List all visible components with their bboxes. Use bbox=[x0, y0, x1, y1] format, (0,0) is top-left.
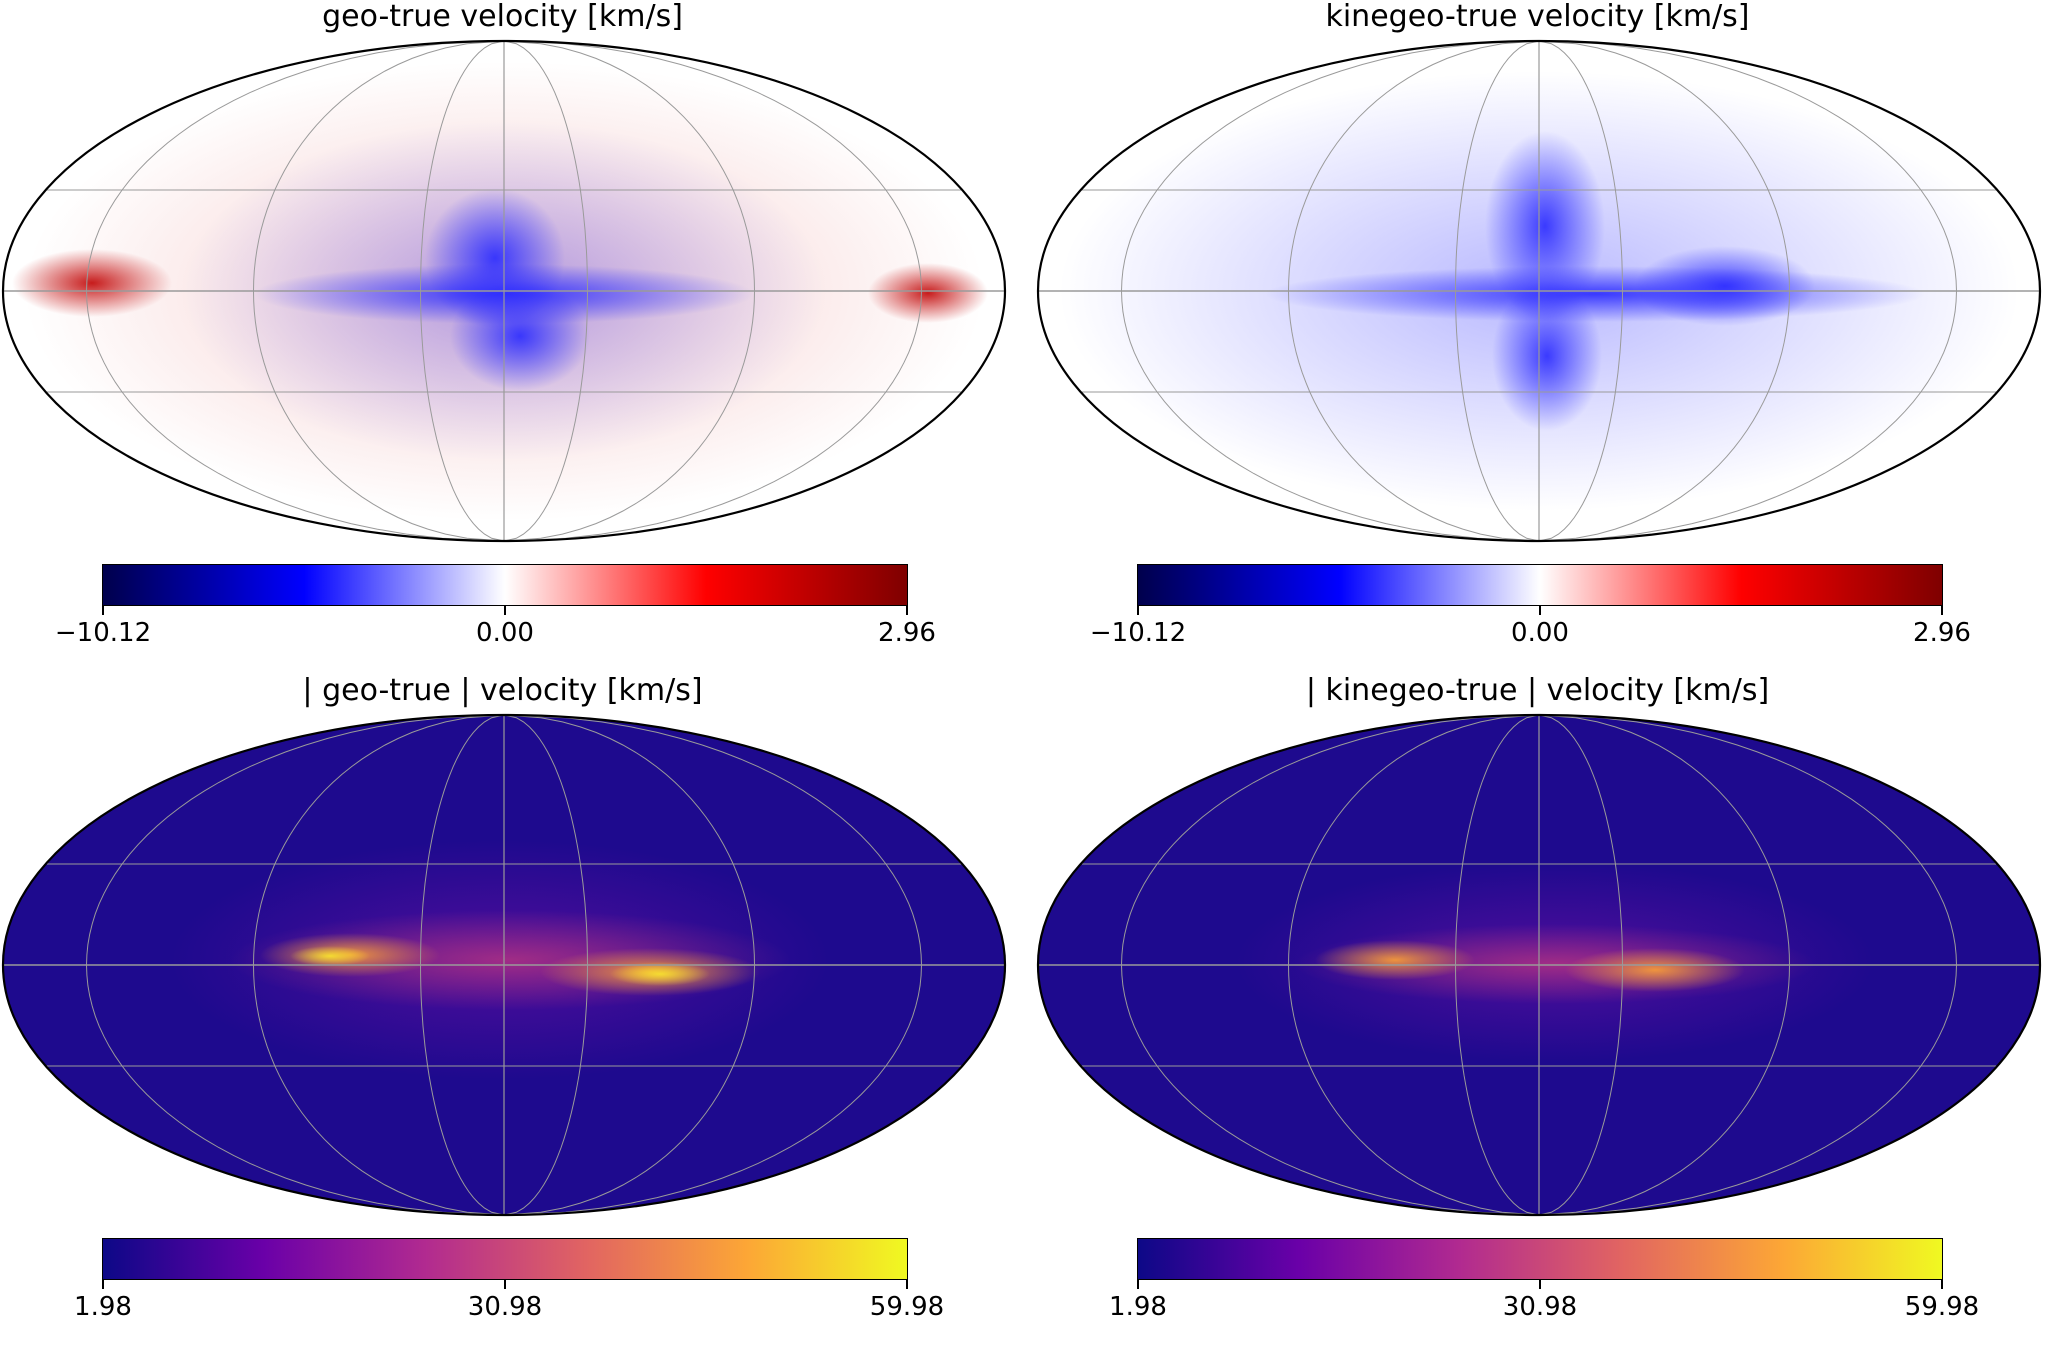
colorbar-abs-kinegeo-true bbox=[1137, 1238, 1943, 1280]
mollweide-map-kinegeo-true bbox=[1036, 39, 2042, 543]
colorbar-tick-label-mid: 0.00 bbox=[1511, 618, 1569, 648]
title-abs-geo-true: | geo-true | velocity [km/s] bbox=[302, 673, 703, 708]
colorbar-tick bbox=[504, 1280, 506, 1289]
graticule bbox=[3, 714, 1005, 1216]
colorbar-tick-label-min: −10.12 bbox=[1089, 618, 1187, 648]
panel-abs-geo-true: | geo-true | velocity [km/s] 1.98 30.98 … bbox=[0, 674, 1035, 1347]
colorbar-tick bbox=[102, 1280, 104, 1289]
colorbar-tick bbox=[906, 1280, 908, 1289]
graticule bbox=[3, 40, 1005, 542]
title-kinegeo-true: kinegeo-true velocity [km/s] bbox=[1325, 0, 1750, 34]
colorbar-tick bbox=[1941, 606, 1943, 615]
center-negative-lower bbox=[450, 281, 590, 391]
colorbar-tick bbox=[1941, 1280, 1943, 1289]
panel-abs-kinegeo-true: | kinegeo-true | velocity [km/s] 1.98 30… bbox=[1035, 674, 2070, 1347]
mollweide-map-geo-true bbox=[1, 39, 1007, 543]
colorbar-tick-label-max: 59.98 bbox=[1904, 1292, 1980, 1322]
colorbar-tick bbox=[1137, 1280, 1139, 1289]
colorbar-tick bbox=[906, 606, 908, 615]
colorbar-tick-label-max: 2.96 bbox=[878, 618, 936, 648]
anticenter-positive-left bbox=[12, 249, 172, 317]
colorbar-tick-label-mid: 30.98 bbox=[467, 1292, 543, 1322]
colorbar-tick bbox=[1539, 606, 1541, 615]
colorbar-geo-true bbox=[102, 564, 908, 606]
map-outline bbox=[1, 713, 1007, 1217]
colorbar-tick bbox=[1539, 1280, 1541, 1289]
title-abs-kinegeo-true: | kinegeo-true | velocity [km/s] bbox=[1305, 673, 1770, 708]
mollweide-map-abs-kinegeo-true bbox=[1036, 713, 2042, 1217]
peak-orange-left bbox=[1315, 940, 1475, 980]
colorbar-tick bbox=[102, 606, 104, 615]
colorbar-tick-label-max: 2.96 bbox=[1913, 618, 1971, 648]
title-geo-true: geo-true velocity [km/s] bbox=[322, 0, 683, 34]
colorbar-abs-geo-true bbox=[102, 1238, 908, 1280]
lobe-negative-upper bbox=[1485, 131, 1605, 321]
anticenter-positive-right bbox=[868, 263, 988, 323]
peak-yellow-right bbox=[610, 962, 710, 986]
colorbar-tick-label-mid: 30.98 bbox=[1502, 1292, 1578, 1322]
map-outline bbox=[1036, 39, 2042, 543]
colorbar-tick bbox=[1137, 606, 1139, 615]
map-outline bbox=[1, 39, 1007, 543]
peak-yellow-left bbox=[290, 946, 370, 966]
map-outline bbox=[1036, 713, 2042, 1217]
graticule bbox=[1038, 40, 2040, 542]
peak-orange-right bbox=[1565, 948, 1745, 992]
plane-negative-right bbox=[1635, 246, 1815, 326]
lobe-negative-lower bbox=[1492, 281, 1602, 431]
colorbar-tick-label-min: 1.98 bbox=[74, 1292, 132, 1322]
colorbar-tick-label-min: 1.98 bbox=[1109, 1292, 1167, 1322]
mollweide-map-abs-geo-true bbox=[1, 713, 1007, 1217]
colorbar-tick-label-min: −10.12 bbox=[54, 618, 152, 648]
colorbar-tick-label-max: 59.98 bbox=[869, 1292, 945, 1322]
colorbar-kinegeo-true bbox=[1137, 564, 1943, 606]
colorbar-tick-label-mid: 0.00 bbox=[476, 618, 534, 648]
panel-geo-true: geo-true velocity [km/s] −10.12 0.00 2.9… bbox=[0, 0, 1035, 673]
colorbar-tick bbox=[504, 606, 506, 615]
graticule bbox=[1038, 714, 2040, 1216]
panel-kinegeo-true: kinegeo-true velocity [km/s] −10.12 0.00… bbox=[1035, 0, 2070, 673]
